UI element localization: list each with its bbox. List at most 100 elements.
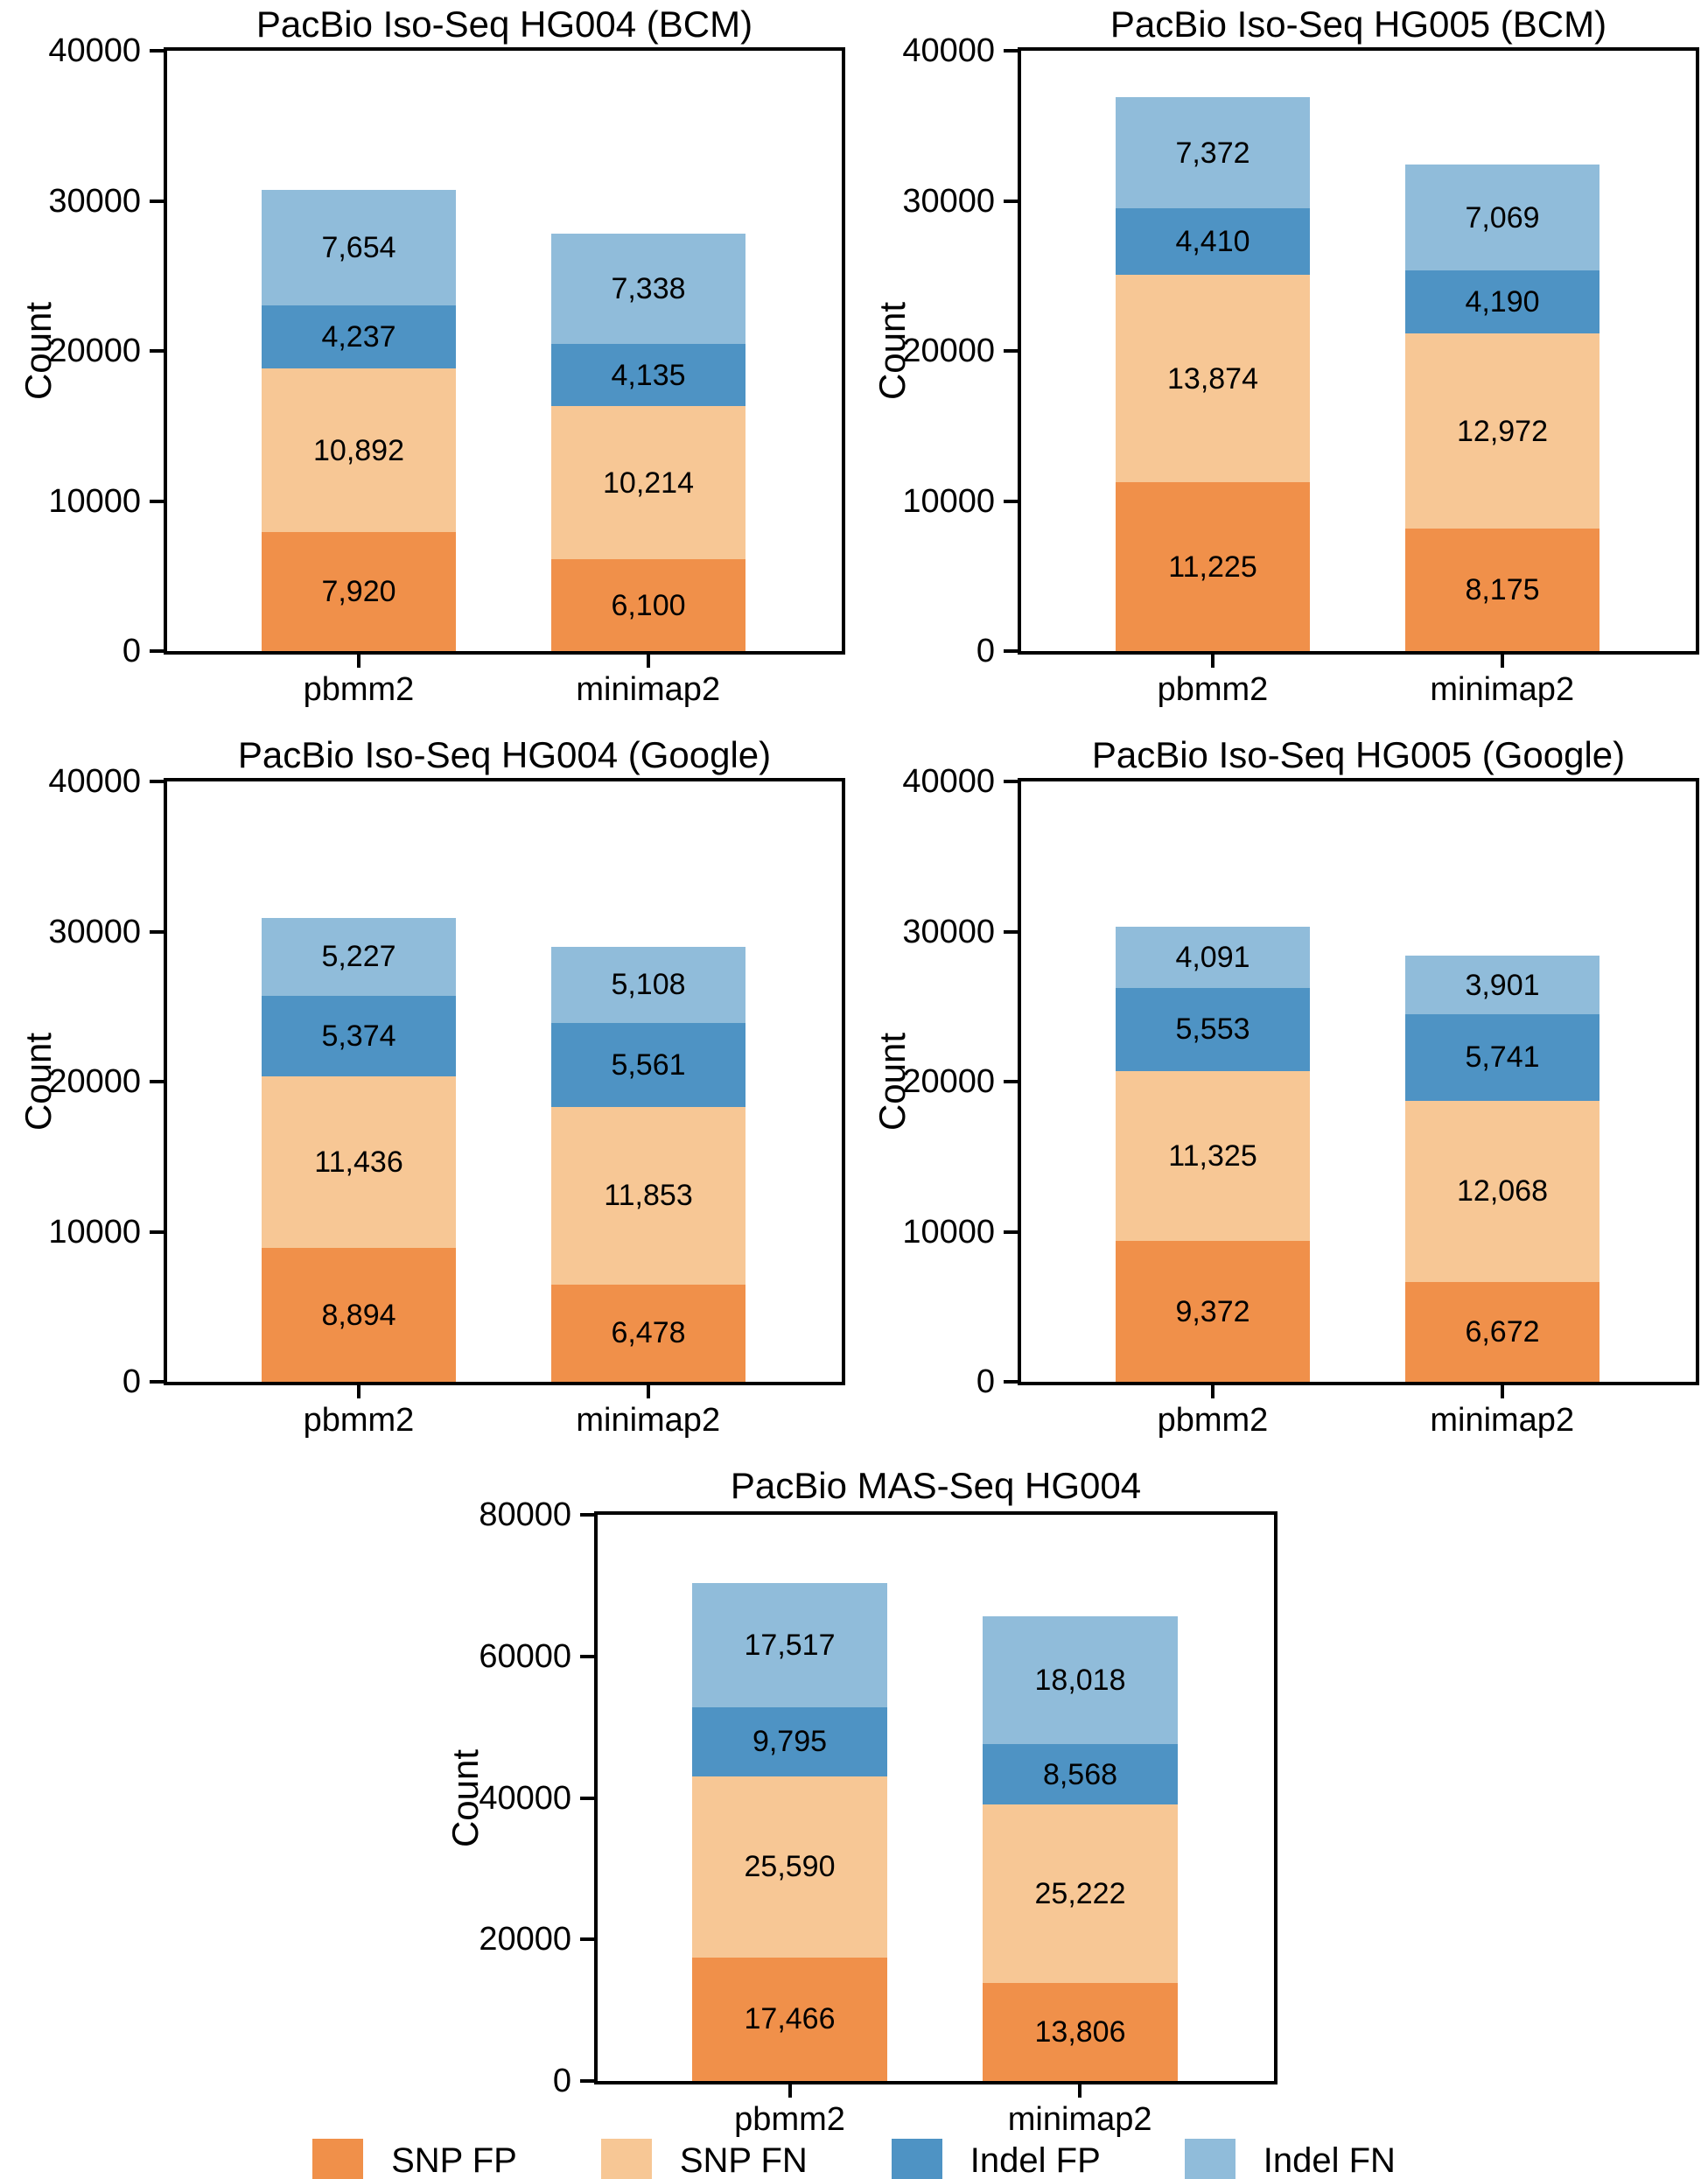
bar-value-label: 8,175	[1465, 572, 1540, 606]
y-tick-label: 20000	[48, 1063, 141, 1100]
bar-segment-indel-fn	[1405, 956, 1600, 1015]
x-category-label: minimap2	[1430, 1402, 1575, 1439]
y-tick-label: 0	[552, 2063, 571, 2099]
y-tick-label: 30000	[902, 913, 995, 950]
bar-value-label: 8,894	[321, 1298, 396, 1332]
bar-segment-snp-fp	[551, 559, 746, 651]
y-tick-mark	[150, 49, 164, 53]
indel-fn-swatch-icon	[1184, 2139, 1236, 2179]
bar-segment-indel-fn	[1405, 165, 1600, 271]
bar-value-label: 12,972	[1457, 414, 1548, 448]
x-tick-mark	[1078, 2084, 1082, 2098]
bar-value-label: 5,108	[611, 968, 686, 1002]
bar-value-label: 9,372	[1175, 1294, 1250, 1328]
x-category-label: minimap2	[1007, 2101, 1152, 2138]
x-category-label: pbmm2	[734, 2101, 845, 2138]
bar-segment-snp-fn	[692, 1776, 887, 1958]
bar-value-label: 11,325	[1168, 1139, 1257, 1174]
x-tick-mark	[1210, 655, 1214, 668]
bar-value-label: 25,590	[744, 1850, 836, 1884]
bar-value-label: 6,478	[611, 1316, 686, 1350]
y-tick-label: 10000	[902, 1213, 995, 1251]
y-tick-mark	[580, 2079, 594, 2083]
bar-value-label: 11,225	[1168, 550, 1257, 584]
bar-value-label: 5,561	[611, 1047, 686, 1082]
snp-fp-swatch-icon	[312, 2139, 364, 2179]
indel-fp-swatch-icon	[891, 2139, 942, 2179]
bar-segment-snp-fp	[1116, 482, 1310, 651]
bar-segment-indel-fp	[262, 996, 456, 1077]
y-tick-mark	[150, 349, 164, 353]
legend-label: SNP FN	[679, 2141, 808, 2179]
x-tick-mark	[1500, 1385, 1504, 1398]
legend: SNP FP SNP FN Indel FP Indel FN	[0, 2139, 1708, 2179]
y-tick-mark	[150, 1230, 164, 1234]
x-category-label: minimap2	[1430, 671, 1575, 708]
snp-fn-swatch-icon	[600, 2139, 652, 2179]
chart-pacbio-iso-seq-hg005-google: PacBio Iso-Seq HG005 (Google) Count 0 100…	[854, 731, 1708, 1461]
bar-segment-snp-fp	[692, 1957, 887, 2081]
bar-value-label: 13,806	[1034, 2015, 1126, 2049]
y-tick-mark	[1004, 1080, 1018, 1083]
bar-value-label: 6,100	[611, 588, 686, 622]
legend-item-indel-fn: Indel FN	[1184, 2139, 1396, 2179]
y-tick-label: 20000	[48, 333, 141, 369]
y-tick-mark	[150, 780, 164, 783]
x-category-label: pbmm2	[1157, 1402, 1269, 1439]
bar-value-label: 5,741	[1465, 1040, 1540, 1075]
y-tick-mark	[1004, 929, 1018, 934]
y-tick-label: 10000	[902, 482, 995, 520]
y-tick-label: 80000	[479, 1496, 571, 1533]
bar-value-label: 4,237	[321, 320, 396, 354]
bar-segment-snp-fn	[551, 406, 746, 560]
bar-value-label: 7,654	[321, 231, 396, 265]
bar-segment-snp-fn	[262, 1076, 456, 1249]
bar-segment-indel-fn	[692, 1582, 887, 1707]
bar-segment-snp-fp	[1116, 1241, 1310, 1382]
bar-segment-snp-fn	[262, 368, 456, 533]
bar-segment-snp-fn	[1405, 1100, 1600, 1282]
chart-pacbio-iso-seq-hg005-bcm: PacBio Iso-Seq HG005 (BCM) Count 0 10000 2…	[854, 0, 1708, 731]
bar-value-label: 7,069	[1465, 200, 1540, 235]
bar-value-label: 4,091	[1175, 940, 1250, 974]
bar-segment-indel-fp	[692, 1706, 887, 1776]
bar-value-label: 10,214	[603, 466, 694, 500]
bar-segment-snp-fp	[1405, 528, 1600, 651]
bar-segment-indel-fp	[983, 1744, 1178, 1805]
chart-pacbio-mas-seq-hg004: PacBio MAS-Seq HG004 Count 0 20000 40000 60…	[427, 1461, 1281, 2138]
y-tick-label: 30000	[48, 182, 141, 220]
y-tick-mark	[580, 1654, 594, 1658]
bar-value-label: 25,222	[1034, 1877, 1126, 1911]
bar-segment-indel-fp	[1405, 270, 1600, 334]
bar-segment-snp-fn	[983, 1804, 1178, 1984]
y-tick-mark	[580, 1513, 594, 1517]
x-category-label: pbmm2	[1157, 671, 1269, 708]
y-tick-mark	[1004, 199, 1018, 203]
bar-segment-snp-fp	[262, 532, 456, 651]
x-category-label: minimap2	[576, 671, 721, 708]
y-tick-label: 30000	[48, 913, 141, 950]
bar-value-label: 5,374	[321, 1019, 396, 1054]
y-tick-label: 20000	[902, 333, 995, 369]
bar-segment-indel-fn	[983, 1616, 1178, 1745]
y-tick-label: 40000	[48, 763, 141, 800]
bar-value-label: 3,901	[1465, 968, 1540, 1002]
y-tick-mark	[580, 1937, 594, 1942]
bar-segment-indel-fp	[1116, 207, 1310, 275]
y-tick-mark	[150, 199, 164, 203]
y-tick-label: 0	[122, 633, 141, 669]
y-tick-mark	[150, 499, 164, 503]
bar-value-label: 8,568	[1042, 1757, 1118, 1791]
legend-item-indel-fp: Indel FP	[891, 2139, 1101, 2179]
x-category-label: pbmm2	[303, 671, 415, 708]
y-tick-mark	[1004, 780, 1018, 783]
chart-title: PacBio Iso-Seq HG004 (BCM)	[256, 4, 753, 45]
bar-segment-snp-fp	[1405, 1281, 1600, 1382]
bar-segment-snp-fn	[1116, 274, 1310, 483]
x-tick-mark	[356, 655, 360, 668]
legend-label: SNP FP	[391, 2141, 517, 2179]
x-tick-mark	[788, 2084, 792, 2098]
bar-value-label: 6,672	[1465, 1314, 1540, 1349]
chart-pacbio-iso-seq-hg004-google: PacBio Iso-Seq HG004 (Google) Count 0 100…	[0, 731, 854, 1461]
bar-value-label: 18,018	[1034, 1664, 1126, 1698]
